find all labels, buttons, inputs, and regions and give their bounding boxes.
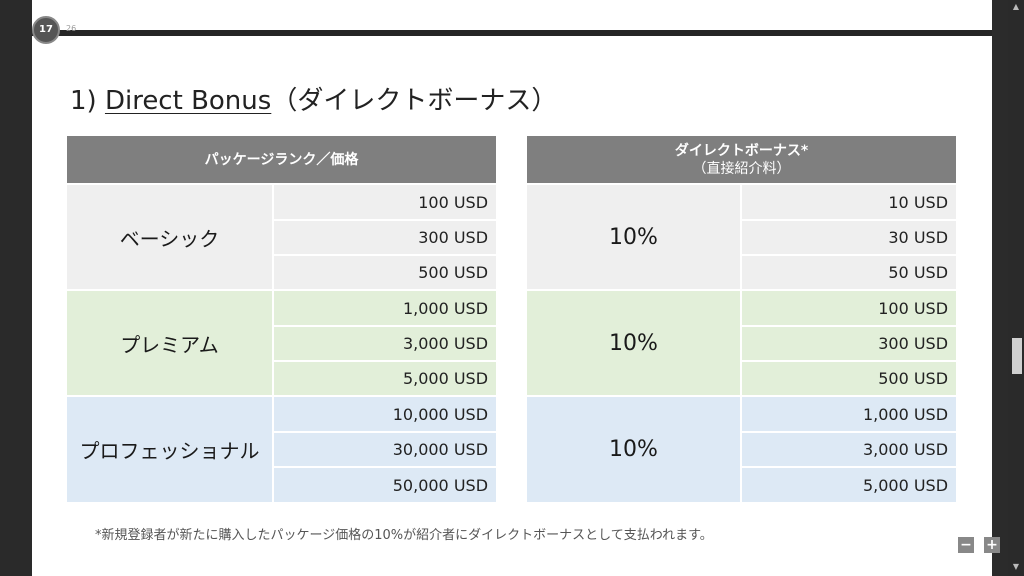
title-prefix: 1) — [70, 86, 105, 116]
bonus-cell: 5,000 USD — [741, 466, 957, 502]
direct-bonus-header-line1: ダイレクトボーナス* — [674, 142, 809, 159]
table-row: プロフェッショナル 10,000 USD — [67, 395, 497, 502]
scrollbar-thumb[interactable] — [1012, 338, 1022, 374]
slide-title: 1) Direct Bonus（ダイレクトボーナス） — [70, 80, 557, 117]
scroll-up-icon[interactable]: ▲ — [1012, 2, 1020, 11]
table-row: 50 USD — [527, 254, 957, 290]
bonus-cell: 500 USD — [741, 360, 957, 396]
bonus-cell: 100 USD — [741, 289, 957, 326]
table-row: 300 USD — [67, 219, 497, 255]
price-cell: 100 USD — [273, 183, 497, 220]
direct-bonus-table: ダイレクトボーナス* （直接紹介料） 10% 10 USD 30 USD 50 … — [527, 136, 957, 502]
table-row: 3,000 USD — [67, 325, 497, 361]
zoom-out-button[interactable]: − — [958, 537, 974, 553]
price-cell: 300 USD — [273, 219, 497, 255]
package-rank-table: パッケージランク／価格 ベーシック 100 USD 300 USD 500 US… — [67, 136, 497, 502]
table-row: 10% 1,000 USD — [527, 395, 957, 502]
zoom-in-button[interactable]: + — [984, 537, 1000, 553]
table-row: 300 USD — [527, 325, 957, 361]
package-rank-header: パッケージランク／価格 — [67, 136, 497, 184]
title-suffix: （ダイレクトボーナス） — [271, 86, 558, 116]
bonus-cell: 1,000 USD — [741, 395, 957, 432]
price-cell: 3,000 USD — [273, 325, 497, 361]
table-row: 10% 100 USD — [527, 289, 957, 396]
price-cell: 5,000 USD — [273, 360, 497, 396]
table-row: 3,000 USD — [527, 431, 957, 467]
bonus-cell: 50 USD — [741, 254, 957, 290]
price-cell: 50,000 USD — [273, 466, 497, 502]
page-number-badge[interactable]: 17 — [32, 16, 60, 44]
direct-bonus-header: ダイレクトボーナス* （直接紹介料） — [527, 136, 957, 184]
table-row: 50,000 USD — [67, 466, 497, 502]
bonus-cell: 30 USD — [741, 219, 957, 255]
bonus-cell: 10 USD — [741, 183, 957, 220]
table-row: 30 USD — [527, 219, 957, 255]
price-cell: 10,000 USD — [273, 395, 497, 432]
table-row: 10% 10 USD — [527, 183, 957, 290]
table-row: プレミアム 1,000 USD — [67, 289, 497, 396]
price-cell: 30,000 USD — [273, 431, 497, 467]
left-margin — [0, 0, 32, 576]
table-row: 500 USD — [67, 254, 497, 290]
table-row: 30,000 USD — [67, 431, 497, 467]
bonus-cell: 300 USD — [741, 325, 957, 361]
footnote: *新規登録者が新たに購入したパッケージ価格の10%が紹介者にダイレクトボーナスと… — [95, 528, 713, 543]
table-row: 500 USD — [527, 360, 957, 396]
direct-bonus-header-line2: （直接紹介料） — [692, 160, 791, 177]
top-rule — [32, 30, 992, 36]
slide-page: 17 26 1) Direct Bonus（ダイレクトボーナス） パッケージラン… — [32, 0, 992, 576]
rate-cell: 10% — [527, 289, 742, 396]
rank-basic: ベーシック — [67, 183, 274, 290]
table-row: ベーシック 100 USD — [67, 183, 497, 290]
table-row: 5,000 USD — [527, 466, 957, 502]
rate-cell: 10% — [527, 395, 742, 502]
bonus-cell: 3,000 USD — [741, 431, 957, 467]
page-total: 26 — [66, 24, 77, 33]
table-row: 5,000 USD — [67, 360, 497, 396]
price-cell: 500 USD — [273, 254, 497, 290]
vertical-scrollbar[interactable] — [1008, 0, 1024, 576]
price-cell: 1,000 USD — [273, 289, 497, 326]
scroll-down-icon[interactable]: ▼ — [1012, 562, 1020, 571]
rank-premium: プレミアム — [67, 289, 274, 396]
rate-cell: 10% — [527, 183, 742, 290]
title-main: Direct Bonus — [104, 86, 272, 116]
rank-professional: プロフェッショナル — [67, 395, 274, 502]
